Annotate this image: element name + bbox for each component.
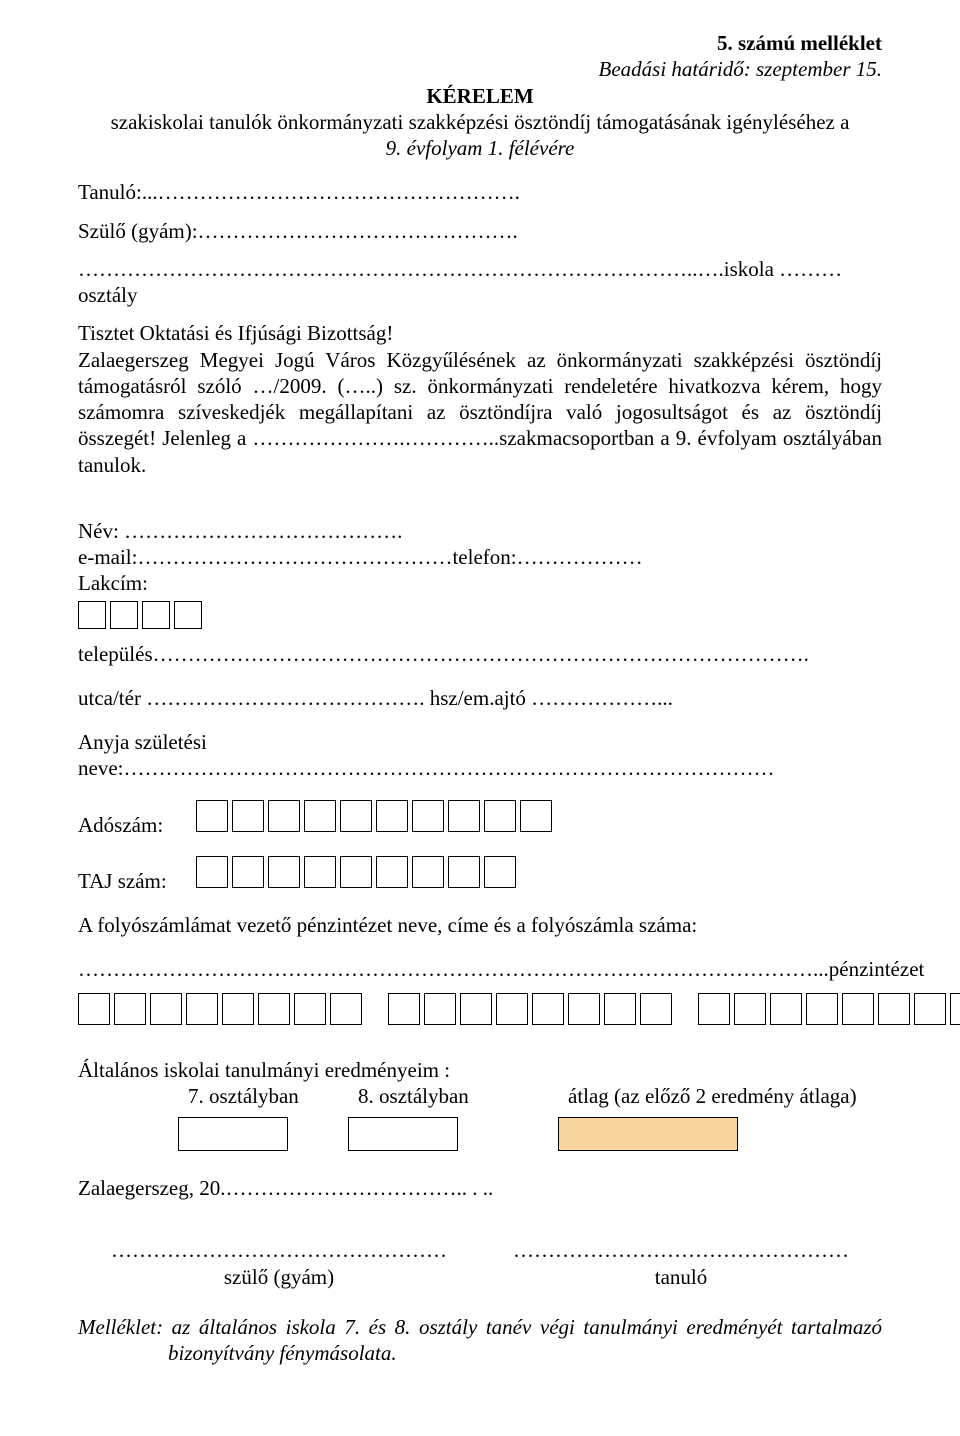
input-box[interactable] bbox=[448, 800, 480, 832]
input-box[interactable] bbox=[340, 800, 372, 832]
input-box[interactable] bbox=[142, 601, 170, 629]
attachment-number: 5. számú melléklet bbox=[78, 30, 882, 56]
grade-col-7: 7. osztályban bbox=[188, 1083, 358, 1109]
input-box[interactable] bbox=[196, 800, 228, 832]
input-box[interactable] bbox=[268, 856, 300, 888]
input-box[interactable] bbox=[304, 800, 336, 832]
taj-row: TAJ szám: bbox=[78, 856, 882, 894]
sig-dots-guardian[interactable]: ………………………………………… bbox=[78, 1237, 480, 1263]
input-box[interactable] bbox=[424, 993, 456, 1025]
deadline: Beadási határidő: szeptember 15. bbox=[78, 56, 882, 82]
input-box[interactable] bbox=[388, 993, 420, 1025]
input-box[interactable] bbox=[734, 993, 766, 1025]
bank-label: A folyószámlámat vezető pénzintézet neve… bbox=[78, 912, 882, 938]
grades-header-row: 7. osztályban 8. osztályban átlag (az el… bbox=[78, 1083, 882, 1109]
taj-boxes[interactable] bbox=[196, 856, 516, 888]
account-group[interactable] bbox=[698, 993, 960, 1025]
input-box[interactable] bbox=[878, 993, 910, 1025]
input-box[interactable] bbox=[698, 993, 730, 1025]
mother-name-line[interactable]: Anyja születési neve:…………………………………………………… bbox=[78, 729, 882, 782]
sig-label-guardian: szülő (gyám) bbox=[78, 1264, 480, 1290]
input-box[interactable] bbox=[294, 993, 326, 1025]
input-box[interactable] bbox=[914, 993, 946, 1025]
input-box[interactable] bbox=[484, 800, 516, 832]
input-box[interactable] bbox=[568, 993, 600, 1025]
tax-boxes[interactable] bbox=[196, 800, 552, 832]
grades-box-row bbox=[78, 1117, 882, 1151]
input-box[interactable] bbox=[258, 993, 290, 1025]
request-body: Zalaegerszeg Megyei Jogú Város Közgyűlés… bbox=[78, 347, 882, 478]
doc-title: KÉRELEM bbox=[78, 83, 882, 109]
addressee: Tisztet Oktatási és Ifjúsági Bizottság! bbox=[78, 320, 882, 346]
address-label: Lakcím: bbox=[78, 570, 882, 596]
grades-title: Általános iskolai tanulmányi eredményeim… bbox=[78, 1057, 882, 1083]
signature-row: ………………………………………… szülő (gyám) …………………………… bbox=[78, 1237, 882, 1290]
place-date[interactable]: Zalaegerszeg, 20.…………………………….. . .. bbox=[78, 1175, 882, 1201]
input-box[interactable] bbox=[950, 993, 960, 1025]
input-box[interactable] bbox=[376, 800, 408, 832]
grade-avg-box[interactable] bbox=[558, 1117, 738, 1151]
input-box[interactable] bbox=[460, 993, 492, 1025]
grade-col-avg: átlag (az előző 2 eredmény átlaga) bbox=[568, 1083, 857, 1109]
guardian-line[interactable]: Szülő (gyám):………………………………………. bbox=[78, 218, 882, 244]
student-line[interactable]: Tanuló:...……………………………………………. bbox=[78, 179, 882, 205]
input-box[interactable] bbox=[174, 601, 202, 629]
input-box[interactable] bbox=[196, 856, 228, 888]
doc-subtitle-1: szakiskolai tanulók önkormányzati szakké… bbox=[78, 109, 882, 135]
input-box[interactable] bbox=[412, 800, 444, 832]
account-group[interactable] bbox=[388, 993, 672, 1025]
tax-row: Adószám: bbox=[78, 800, 882, 838]
school-class-line[interactable]: ……………………………………………………………………………..….iskola … bbox=[78, 256, 882, 309]
input-box[interactable] bbox=[340, 856, 372, 888]
grade-8-box[interactable] bbox=[348, 1117, 458, 1151]
input-box[interactable] bbox=[78, 601, 106, 629]
input-box[interactable] bbox=[484, 856, 516, 888]
input-box[interactable] bbox=[448, 856, 480, 888]
input-box[interactable] bbox=[604, 993, 636, 1025]
name-line[interactable]: Név: …………………………………. bbox=[78, 518, 882, 544]
input-box[interactable] bbox=[532, 993, 564, 1025]
input-box[interactable] bbox=[806, 993, 838, 1025]
input-box[interactable] bbox=[304, 856, 336, 888]
email-phone-line[interactable]: e-mail:………………………………………telefon:……………… bbox=[78, 544, 882, 570]
grade-7-box[interactable] bbox=[178, 1117, 288, 1151]
tax-label: Adószám: bbox=[78, 812, 196, 838]
doc-subtitle-2: 9. évfolyam 1. félévére bbox=[78, 135, 882, 161]
input-box[interactable] bbox=[496, 993, 528, 1025]
postal-code-boxes[interactable] bbox=[78, 601, 882, 629]
grade-col-8: 8. osztályban bbox=[358, 1083, 568, 1109]
attachment-note: Melléklet: az általános iskola 7. és 8. … bbox=[78, 1314, 882, 1367]
input-box[interactable] bbox=[150, 993, 182, 1025]
input-box[interactable] bbox=[222, 993, 254, 1025]
street-line[interactable]: utca/tér …………………………………. hsz/em.ajtó …………… bbox=[78, 685, 882, 711]
input-box[interactable] bbox=[268, 800, 300, 832]
settlement-line[interactable]: település…………………………………………………………………………………… bbox=[78, 641, 882, 667]
input-box[interactable] bbox=[232, 800, 264, 832]
input-box[interactable] bbox=[640, 993, 672, 1025]
account-group[interactable] bbox=[78, 993, 362, 1025]
input-box[interactable] bbox=[842, 993, 874, 1025]
input-box[interactable] bbox=[376, 856, 408, 888]
input-box[interactable] bbox=[232, 856, 264, 888]
input-box[interactable] bbox=[186, 993, 218, 1025]
sig-dots-student[interactable]: ………………………………………… bbox=[480, 1237, 882, 1263]
input-box[interactable] bbox=[330, 993, 362, 1025]
input-box[interactable] bbox=[110, 601, 138, 629]
account-boxes[interactable] bbox=[78, 993, 882, 1025]
taj-label: TAJ szám: bbox=[78, 868, 196, 894]
input-box[interactable] bbox=[520, 800, 552, 832]
input-box[interactable] bbox=[78, 993, 110, 1025]
input-box[interactable] bbox=[770, 993, 802, 1025]
bank-dots[interactable]: ……………………………………………………………………………………………...pé… bbox=[78, 956, 882, 982]
input-box[interactable] bbox=[114, 993, 146, 1025]
sig-label-student: tanuló bbox=[480, 1264, 882, 1290]
input-box[interactable] bbox=[412, 856, 444, 888]
